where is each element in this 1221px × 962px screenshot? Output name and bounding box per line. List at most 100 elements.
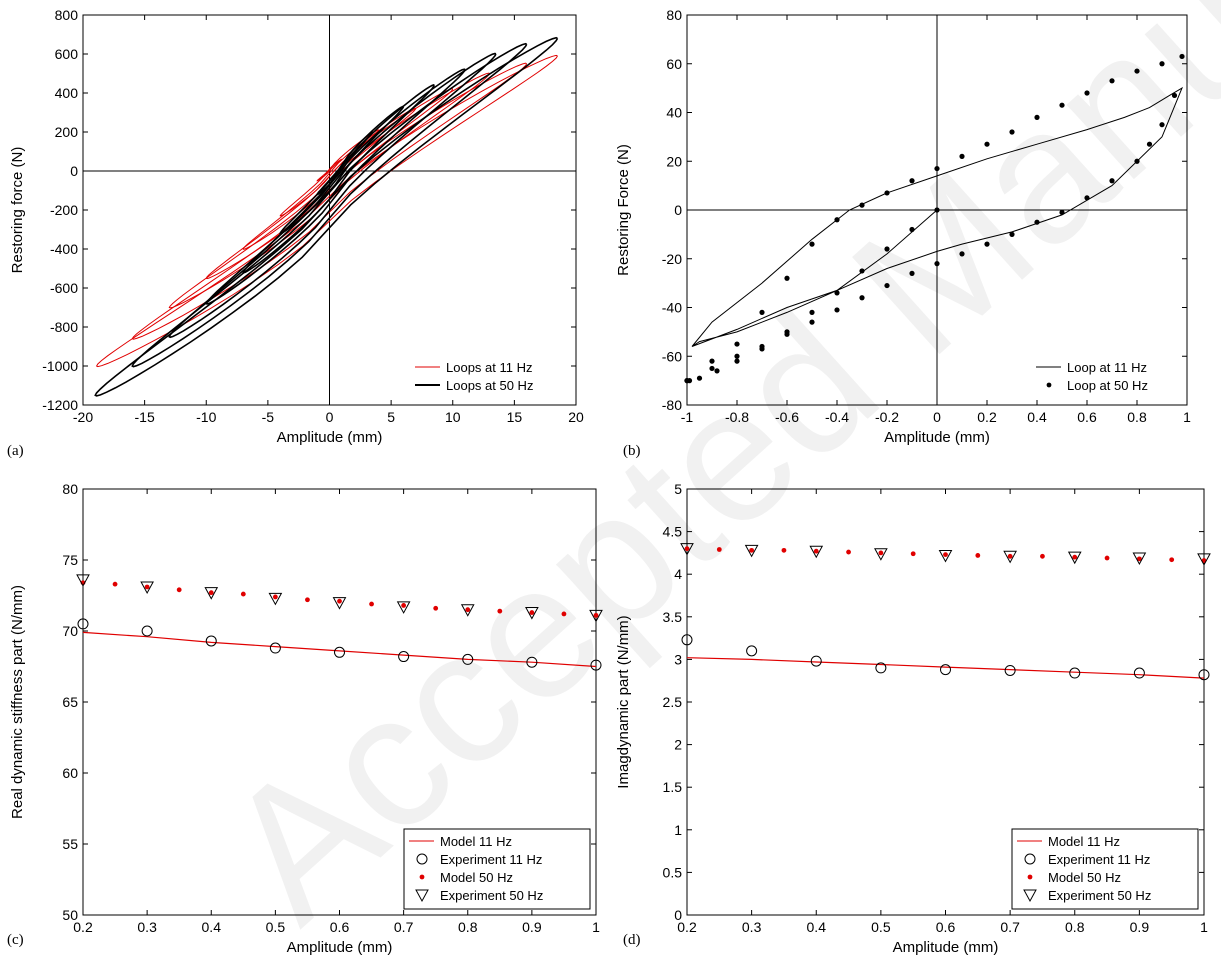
loop-50hz-point bbox=[759, 343, 765, 350]
x-tick-label: 0.6 bbox=[936, 919, 956, 935]
y-tick-label: 400 bbox=[55, 85, 79, 101]
y-tick-label: 4 bbox=[674, 566, 682, 582]
loop-50hz-point bbox=[884, 190, 890, 196]
model-50hz-point bbox=[1136, 556, 1142, 562]
experiment-11hz-point bbox=[77, 618, 89, 630]
chart-panel-d: 0.2 0.3 0.4 0.5 0.6 0.7 0.8 0.9 1 0 0.5 1 1.5 2 2.5 3 3.… bbox=[610, 478, 1221, 957]
model-11hz-line bbox=[686, 657, 1205, 679]
model-50hz-point bbox=[684, 546, 690, 552]
y-tick-label: 600 bbox=[55, 46, 79, 62]
loop-50hz-point bbox=[1134, 158, 1140, 164]
experiment-50hz-point bbox=[140, 581, 154, 595]
model-50hz-point bbox=[846, 549, 851, 555]
loop-11hz bbox=[168, 72, 491, 309]
model-50hz-point bbox=[561, 611, 567, 617]
experiment-11hz-point bbox=[940, 664, 951, 676]
x-tick-label: 0.6 bbox=[330, 919, 350, 935]
loop-50hz-point bbox=[784, 275, 790, 281]
y-tick-label: 70 bbox=[62, 623, 78, 639]
loop-50hz-point bbox=[859, 268, 865, 274]
model-50hz-point bbox=[208, 590, 214, 596]
legend-marker bbox=[1023, 889, 1037, 903]
legend-marker bbox=[1046, 382, 1052, 388]
loop-50hz-point bbox=[859, 295, 865, 301]
model-50hz-point bbox=[433, 605, 439, 611]
experiment-11hz-point bbox=[205, 635, 217, 647]
loop-11hz bbox=[242, 107, 417, 250]
y-tick-label: 2.5 bbox=[663, 694, 683, 710]
legend-box bbox=[410, 355, 570, 399]
x-tick-label: 0 bbox=[933, 409, 941, 425]
loop-50hz-point bbox=[934, 165, 940, 172]
panel-label-a: (a) bbox=[7, 443, 24, 459]
x-tick-label: -0.4 bbox=[825, 409, 849, 425]
loop-50hz-point bbox=[1059, 209, 1065, 216]
loop-50hz-point bbox=[1009, 231, 1015, 237]
model-50hz-point bbox=[497, 608, 503, 614]
model-50hz-point bbox=[1007, 553, 1013, 559]
x-tick-label: 0.9 bbox=[522, 919, 542, 935]
model-50hz-point bbox=[1169, 557, 1175, 563]
loop-50hz-point bbox=[709, 358, 715, 364]
loop-50hz-point bbox=[1159, 122, 1165, 128]
model-50hz-point bbox=[1104, 555, 1110, 561]
chart-a-svg: -20 -15 -10 -5 0 5 10 15 20 -1200 -1000 -800 -600 -40… bbox=[9, 7, 584, 446]
y-tick-label: 800 bbox=[55, 7, 79, 23]
experiment-50hz-point bbox=[744, 544, 759, 558]
experiment-11hz-point bbox=[269, 642, 281, 654]
loop-50hz-point bbox=[834, 217, 840, 223]
y-tick-label: 50 bbox=[62, 907, 78, 923]
x-tick-label: 0.6 bbox=[1077, 409, 1097, 425]
loop-50hz-point bbox=[984, 241, 990, 247]
loop-11hz bbox=[316, 158, 343, 182]
legend-label: Model 50 Hz bbox=[1048, 870, 1121, 885]
experiment-50hz-point bbox=[1132, 552, 1147, 566]
legend-label: Model 11 Hz bbox=[1048, 834, 1120, 849]
x-tick-label: -0.8 bbox=[725, 409, 749, 425]
x-tick-label: 15 bbox=[507, 409, 523, 425]
model-50hz-point bbox=[272, 594, 278, 600]
legend-label: Model 50 Hz bbox=[440, 870, 513, 885]
x-tick-label: 0.8 bbox=[1127, 409, 1147, 425]
loop-50hz-point bbox=[709, 365, 715, 372]
experiment-50hz-point bbox=[1197, 553, 1211, 566]
loop-50hz-point bbox=[784, 331, 790, 337]
legend-box bbox=[1031, 355, 1181, 399]
model-50hz-point bbox=[305, 597, 310, 603]
chart-panel-b: -1 -0.8 -0.6 -0.4 -0.2 0 0.2 0.4 0.6 0.8 1 -80 -60 -4… bbox=[610, 0, 1221, 470]
y-tick-label: 1.5 bbox=[663, 779, 683, 795]
model-50hz-point bbox=[943, 552, 948, 558]
model-50hz-point bbox=[144, 584, 150, 590]
x-tick-label: -5 bbox=[262, 409, 275, 425]
x-tick-label: 0.4 bbox=[202, 919, 222, 935]
panel-label-d: (d) bbox=[623, 932, 641, 948]
y-tick-label: -80 bbox=[662, 397, 682, 413]
experiment-11hz-point bbox=[1133, 667, 1145, 679]
experiment-50hz-point bbox=[460, 604, 475, 617]
y-tick-label: 75 bbox=[62, 552, 78, 568]
y-tick-label: 2 bbox=[674, 737, 682, 753]
legend-label: Loops at 50 Hz bbox=[446, 378, 533, 393]
y-tick-label: 65 bbox=[62, 694, 78, 710]
loop-50hz bbox=[242, 84, 436, 274]
x-tick-label: 10 bbox=[445, 409, 461, 425]
legend-label: Experiment 50 Hz bbox=[1048, 888, 1151, 903]
loop-50hz-point bbox=[984, 141, 990, 147]
loop-50hz-point bbox=[696, 375, 703, 381]
y-tick-label: -1200 bbox=[42, 397, 78, 413]
x-tick-label: 0.3 bbox=[742, 919, 762, 935]
x-tick-label: 1 bbox=[1200, 919, 1208, 935]
x-tick-label: -10 bbox=[196, 409, 216, 425]
x-tick-label: 0.8 bbox=[458, 919, 478, 935]
x-tick-label: 0.9 bbox=[1130, 919, 1150, 935]
experiment-50hz-point bbox=[332, 597, 347, 610]
legend-label: Loop at 50 Hz bbox=[1067, 378, 1148, 393]
legend-marker bbox=[1024, 853, 1036, 865]
loop-50hz-point bbox=[834, 307, 840, 313]
experiment-50hz-point bbox=[396, 601, 411, 614]
y-tick-label: 0 bbox=[674, 907, 682, 923]
x-tick-label: 0.2 bbox=[977, 409, 997, 425]
x-tick-label: 0.5 bbox=[871, 919, 891, 935]
y-tick-label: -400 bbox=[50, 241, 78, 257]
model-50hz-point bbox=[1040, 553, 1045, 559]
